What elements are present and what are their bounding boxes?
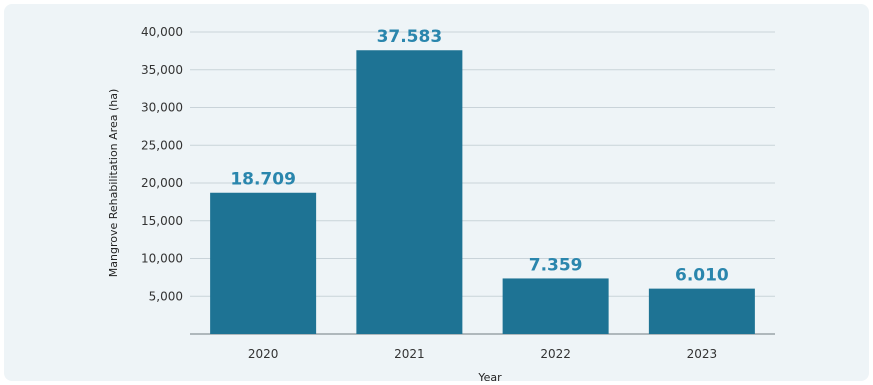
data-labels: 18.709 37.583 7.359 6.010 (230, 27, 729, 285)
data-label-2020: 18.709 (230, 170, 296, 190)
x-tick-label: 2023 (687, 347, 718, 361)
y-tick-label: 20,000 (141, 176, 183, 190)
data-label-2022: 7.359 (529, 255, 583, 275)
bar-2021 (356, 50, 463, 334)
data-label-2023: 6.010 (675, 266, 729, 286)
y-tick-label: 25,000 (141, 138, 183, 152)
y-axis-ticks: 5,000 10,000 15,000 20,000 25,000 30,000 35,00… (141, 25, 183, 303)
bars (210, 50, 755, 334)
data-label-2021: 37.583 (377, 27, 443, 47)
x-axis-ticks: 2020 2021 2022 2023 (248, 347, 717, 361)
y-tick-label: 30,000 (141, 101, 183, 115)
bar-2023 (648, 288, 755, 334)
y-tick-label: 15,000 (141, 214, 183, 228)
y-tick-label: 10,000 (141, 252, 183, 266)
y-tick-label: 40,000 (141, 25, 183, 39)
y-tick-label: 35,000 (141, 63, 183, 77)
y-tick-label: 5,000 (149, 289, 183, 303)
bar-2022 (502, 278, 609, 334)
y-axis-title: Mangrove Rehabilitation Area (ha) (107, 89, 120, 277)
x-tick-label: 2022 (540, 347, 571, 361)
x-tick-label: 2021 (394, 347, 425, 361)
x-axis-title: Year (477, 371, 502, 384)
bar-2020 (210, 192, 317, 334)
x-tick-label: 2020 (248, 347, 279, 361)
